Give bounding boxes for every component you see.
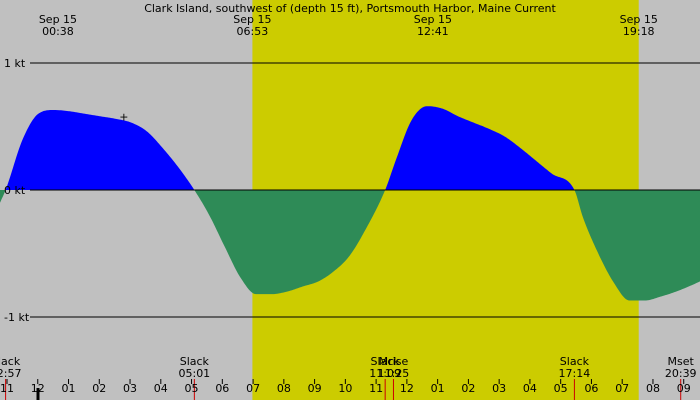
hour-tick-label-9: 08	[277, 382, 291, 395]
event-time-5: 20:39	[665, 367, 697, 380]
event-name-1: Slack	[180, 355, 210, 368]
hour-tick-label-12: 11	[369, 382, 383, 395]
event-name-4: Slack	[560, 355, 590, 368]
y-tick-label-0: 1 kt	[4, 57, 26, 70]
hour-tick-label-21: 08	[646, 382, 660, 395]
top-label-date-1: Sep 15	[233, 13, 271, 26]
flood-area-3	[385, 106, 575, 190]
hour-tick-label-6: 05	[185, 382, 199, 395]
top-label-time-1: 06:53	[237, 25, 269, 38]
hour-tick-label-10: 09	[308, 382, 322, 395]
top-label-date-0: Sep 15	[39, 13, 77, 26]
ebb-area-2	[194, 190, 386, 295]
hour-tick-label-5: 04	[154, 382, 168, 395]
ebb-area-4	[574, 190, 700, 301]
event-time-3: 11:25	[378, 367, 410, 380]
hour-tick-label-7: 06	[215, 382, 229, 395]
y-tick-label-2: -1 kt	[4, 311, 30, 324]
event-name-2: Slack	[371, 355, 401, 368]
top-label-time-3: 19:18	[623, 25, 655, 38]
top-label-time-2: 12:41	[417, 25, 449, 38]
event-time-2: 11:09	[369, 367, 401, 380]
ebb-area-0	[0, 190, 6, 203]
hour-tick-label-14: 01	[431, 382, 445, 395]
top-label-time-0: 00:38	[42, 25, 74, 38]
hour-tick-label-13: 12	[400, 382, 414, 395]
event-name-5: Mset	[668, 355, 695, 368]
hour-tick-label-4: 03	[123, 382, 137, 395]
hour-tick-label-3: 02	[92, 382, 106, 395]
hour-tick-label-11: 10	[338, 382, 352, 395]
top-label-date-3: Sep 15	[620, 13, 658, 26]
top-label-date-2: Sep 15	[414, 13, 452, 26]
chart-title: Clark Island, southwest of (depth 15 ft)…	[144, 2, 556, 15]
hour-tick-label-18: 05	[554, 382, 568, 395]
hour-tick-label-0: 11	[0, 382, 14, 395]
current-marker: +	[119, 110, 128, 123]
event-time-1: 05:01	[178, 367, 210, 380]
current-areas	[0, 106, 700, 301]
hour-tick-label-8: 07	[246, 382, 260, 395]
marker-symbol: +	[119, 110, 128, 123]
hour-axis: 1112010203040506070809101112010203040506…	[0, 379, 691, 400]
hour-tick-label-20: 07	[615, 382, 629, 395]
y-axis-labels: 1 kt 0 kt -1 kt	[4, 57, 30, 324]
event-name-0: Slack	[0, 355, 21, 368]
hour-tick-label-22: 09	[677, 382, 691, 395]
event-time-0: 22:57	[0, 367, 21, 380]
hour-tick-label-17: 04	[523, 382, 537, 395]
event-labels: Slack22:57Slack05:01Slack11:09Mrise11:25…	[0, 355, 697, 400]
hour-tick-label-2: 01	[62, 382, 76, 395]
y-tick-label-1: 0 kt	[4, 184, 26, 197]
hour-tick-label-15: 02	[461, 382, 475, 395]
event-time-4: 17:14	[559, 367, 591, 380]
hour-tick-label-16: 03	[492, 382, 506, 395]
flood-area-1	[5, 110, 195, 190]
gridlines	[30, 62, 700, 318]
hour-tick-label-19: 06	[584, 382, 598, 395]
event-name-3: Mrise	[379, 355, 409, 368]
